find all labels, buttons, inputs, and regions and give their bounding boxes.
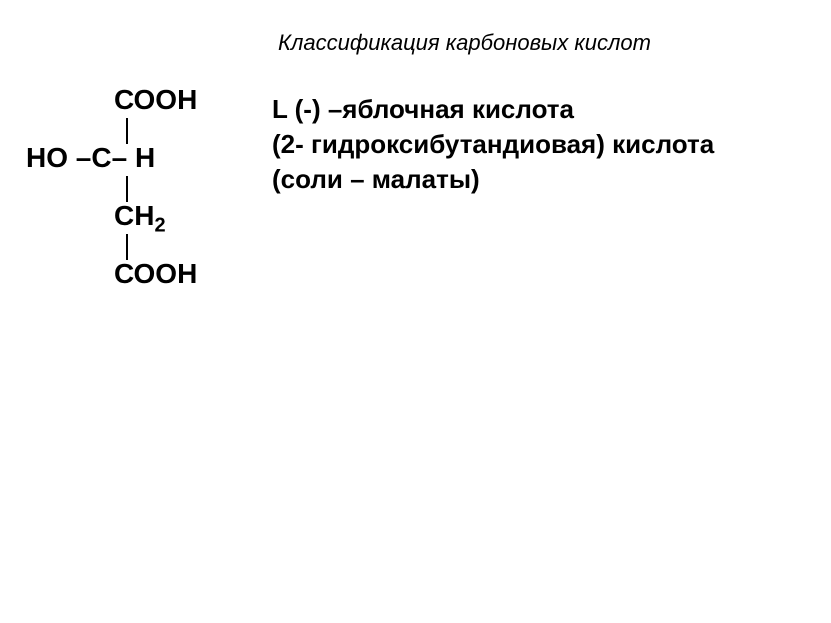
bond-vertical-3 — [26, 234, 197, 260]
compound-name-line2: (2- гидроксибутандиовая) кислота — [272, 127, 714, 162]
bond-line — [126, 234, 128, 260]
formula-row-cooh-top: СООН — [26, 86, 197, 118]
slide-title: Классификация карбоновых кислот — [278, 30, 651, 56]
ch-label: СН2 — [114, 202, 166, 230]
structural-formula: СООН НО – С – Н СН2 СООН — [26, 86, 197, 292]
ch-text: СН — [114, 200, 154, 231]
formula-row-ho-c-h: НО – С – Н — [26, 144, 197, 176]
h-suffix: – Н — [112, 144, 156, 172]
compound-name-block: L (-) –яблочная кислота (2- гидроксибута… — [272, 92, 714, 197]
ho-prefix: НО – — [26, 144, 91, 172]
formula-row-ch2: СН2 — [26, 202, 197, 234]
formula-row-cooh-bottom: СООН — [26, 260, 197, 292]
bond-vertical-1 — [26, 118, 197, 144]
cooh-top: СООН — [114, 86, 197, 114]
bond-line — [126, 118, 128, 144]
c-center: С — [91, 144, 111, 172]
cooh-bottom: СООН — [114, 260, 197, 288]
bond-vertical-2 — [26, 176, 197, 202]
compound-name-line3: (соли – малаты) — [272, 162, 714, 197]
compound-name-line1: L (-) –яблочная кислота — [272, 92, 714, 127]
bond-line — [126, 176, 128, 202]
